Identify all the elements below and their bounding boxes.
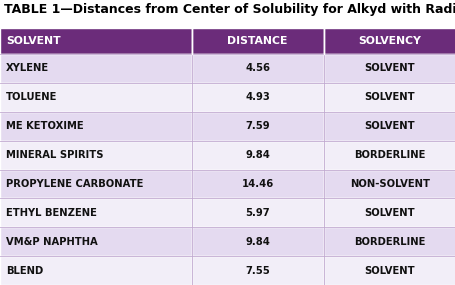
Text: DISTANCE: DISTANCE [227,36,287,46]
Text: PROPYLENE CARBONATE: PROPYLENE CARBONATE [6,179,143,189]
Text: XYLENE: XYLENE [6,64,49,74]
Bar [0,141,191,170]
Text: TABLE 1—Distances from Center of Solubility for Alkyd with Radius of 10.0: TABLE 1—Distances from Center of Solubil… [4,3,455,16]
Text: ETHYL BENZENE: ETHYL BENZENE [6,208,96,218]
Bar [0,256,191,285]
Text: SOLVENT: SOLVENT [364,64,415,74]
Text: MINERAL SPIRITS: MINERAL SPIRITS [6,150,103,160]
Text: SOLVENT: SOLVENT [364,121,415,131]
Text: BORDERLINE: BORDERLINE [354,237,425,247]
Bar [0,28,191,54]
Text: SOLVENCY: SOLVENCY [358,36,420,46]
Text: SOLVENT: SOLVENT [364,92,415,102]
Text: ME KETOXIME: ME KETOXIME [6,121,83,131]
Text: 9.84: 9.84 [245,150,269,160]
Text: 7.55: 7.55 [245,266,269,276]
Text: VM&P NAPHTHA: VM&P NAPHTHA [6,237,97,247]
Bar [191,170,323,198]
Bar [323,198,455,227]
Bar [323,141,455,170]
Bar [0,227,191,256]
Text: 4.56: 4.56 [245,64,269,74]
Bar [0,112,191,141]
Bar [0,83,191,112]
Text: SOLVENT: SOLVENT [364,266,415,276]
Bar [0,54,191,83]
Bar [323,83,455,112]
Text: NON-SOLVENT: NON-SOLVENT [349,179,429,189]
Bar [191,28,323,54]
Bar [323,54,455,83]
Text: SOLVENT: SOLVENT [6,36,61,46]
Bar [323,112,455,141]
Bar [191,198,323,227]
Text: 14.46: 14.46 [241,179,273,189]
Bar [323,256,455,285]
Text: BORDERLINE: BORDERLINE [354,150,425,160]
Bar [191,141,323,170]
Bar [191,83,323,112]
Bar [191,227,323,256]
Text: 7.59: 7.59 [245,121,269,131]
Bar [0,0,455,28]
Text: 5.97: 5.97 [245,208,269,218]
Text: TOLUENE: TOLUENE [6,92,57,102]
Bar [191,256,323,285]
Bar [191,112,323,141]
Bar [323,28,455,54]
Bar [0,198,191,227]
Bar [0,170,191,198]
Bar [191,54,323,83]
Text: BLEND: BLEND [6,266,43,276]
Bar [323,170,455,198]
Text: SOLVENT: SOLVENT [364,208,415,218]
Bar [323,227,455,256]
Text: 9.84: 9.84 [245,237,269,247]
Text: 4.93: 4.93 [245,92,269,102]
